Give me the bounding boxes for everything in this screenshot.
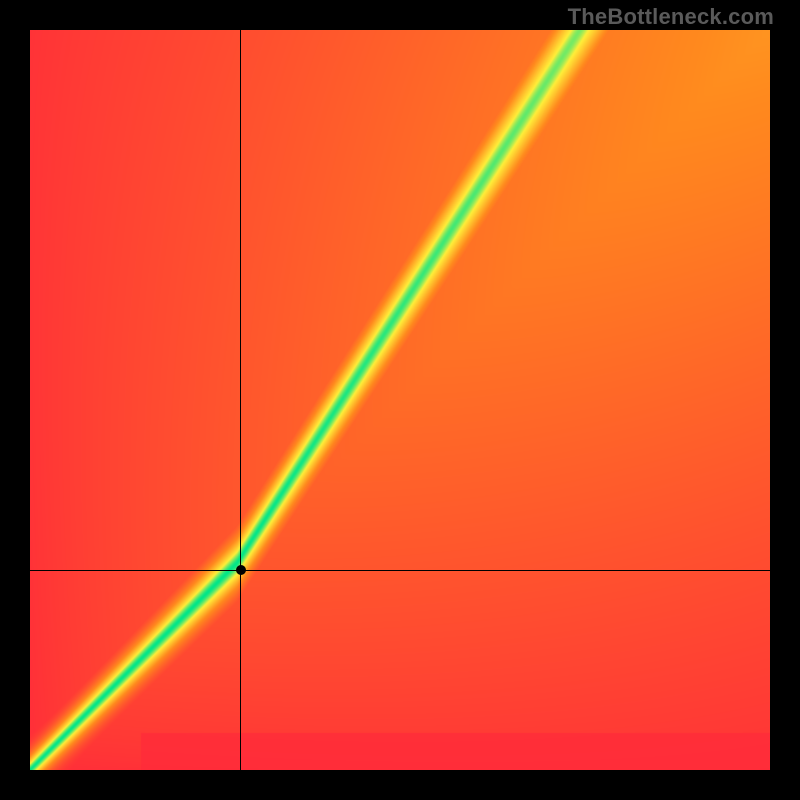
heatmap-canvas xyxy=(30,30,770,770)
watermark-text: TheBottleneck.com xyxy=(568,4,774,30)
chart-root: TheBottleneck.com xyxy=(0,0,800,800)
crosshair-horizontal xyxy=(30,570,770,571)
crosshair-vertical xyxy=(240,30,241,770)
plot-frame xyxy=(30,30,770,770)
crosshair-marker xyxy=(236,565,246,575)
